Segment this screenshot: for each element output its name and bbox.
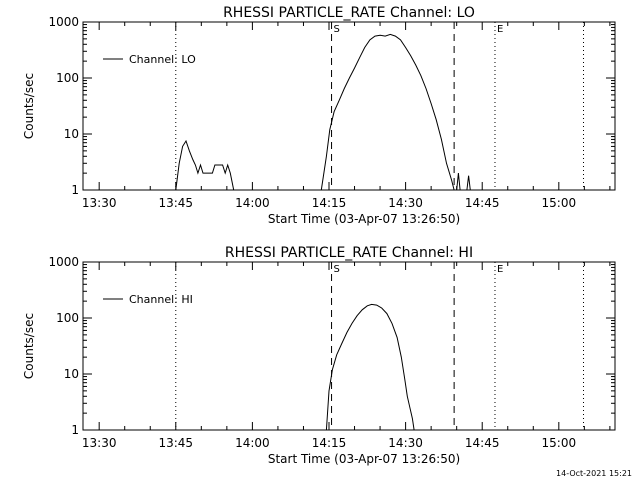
marker-label-s: S xyxy=(334,264,340,275)
y-axis-label: Counts/sec xyxy=(22,73,36,139)
chart-panel-1: RHESSI PARTICLE_RATE Channel: LOS E13:30 1… xyxy=(22,5,616,226)
series-line-segment-3 xyxy=(456,173,461,191)
legend-entry: Channel: HI xyxy=(129,293,193,306)
y-tick-label: 1 xyxy=(71,423,79,437)
x-tick-label: 14:45 xyxy=(465,436,500,450)
y-tick-label: 100 xyxy=(56,311,79,325)
x-tick-label: 14:30 xyxy=(388,196,423,210)
y-tick-label: 1 xyxy=(71,183,79,197)
series-line-segment-2 xyxy=(320,33,455,191)
chart-panel-2: RHESSI PARTICLE_RATE Channel: HIS E13:30 1… xyxy=(22,245,616,466)
x-tick-label: 13:30 xyxy=(82,436,117,450)
marker-label-e: E xyxy=(497,264,503,275)
y-tick-label: 10 xyxy=(64,127,79,141)
y-tick-label: 1000 xyxy=(48,255,79,269)
legend-entry: Channel: LO xyxy=(129,53,196,66)
x-axis-label: Start Time (03-Apr-07 13:26:50) xyxy=(268,212,460,226)
series-line-segment-4 xyxy=(466,175,471,191)
y-tick-label: 100 xyxy=(56,71,79,85)
plot-frame xyxy=(82,21,616,191)
y-tick-label: 10 xyxy=(64,367,79,381)
x-tick-label: 14:00 xyxy=(235,436,270,450)
x-tick-label: 13:45 xyxy=(158,196,193,210)
x-tick-label: 14:00 xyxy=(235,196,270,210)
series-line-segment-1 xyxy=(175,139,235,191)
x-tick-label: 14:15 xyxy=(312,436,347,450)
x-tick-label: 14:30 xyxy=(388,436,423,450)
x-tick-label: 14:45 xyxy=(465,196,500,210)
x-tick-label: 13:30 xyxy=(82,196,117,210)
y-tick-label: 1000 xyxy=(48,15,79,29)
series-line-segment-1 xyxy=(325,303,415,431)
chart-title: RHESSI PARTICLE_RATE Channel: HI xyxy=(225,245,473,261)
x-tick-label: 13:45 xyxy=(158,436,193,450)
footer-timestamp: 14-Oct-2021 15:21 xyxy=(556,469,632,478)
marker-label-e: E xyxy=(497,24,503,35)
chart-title: RHESSI PARTICLE_RATE Channel: LO xyxy=(223,5,475,21)
y-axis-label: Counts/sec xyxy=(22,313,36,379)
marker-label-s: S xyxy=(334,24,340,35)
x-tick-label: 15:00 xyxy=(542,436,577,450)
plot-frame xyxy=(82,261,616,431)
x-tick-label: 15:00 xyxy=(542,196,577,210)
x-axis-label: Start Time (03-Apr-07 13:26:50) xyxy=(268,452,460,466)
x-tick-label: 14:15 xyxy=(312,196,347,210)
